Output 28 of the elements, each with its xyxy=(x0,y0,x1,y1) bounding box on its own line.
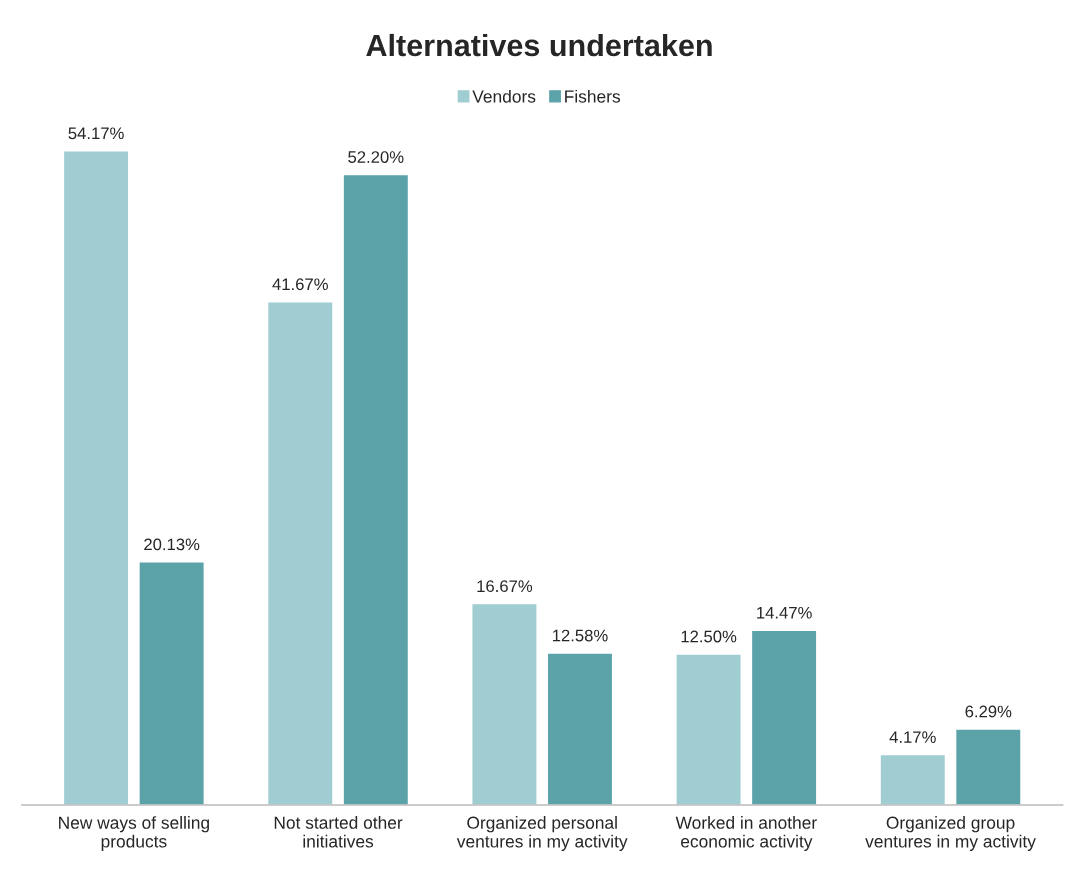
data-label: 41.67% xyxy=(272,278,328,291)
legend-label: Vendors xyxy=(472,89,536,103)
x-tick-label: Worked in another economic activity xyxy=(675,816,817,851)
data-label: 4.17% xyxy=(889,731,936,743)
x-tick-label: Not started other initiatives xyxy=(274,816,403,848)
bar xyxy=(750,629,818,805)
bar xyxy=(546,652,614,805)
bar xyxy=(879,753,947,805)
bar xyxy=(266,301,334,805)
bar xyxy=(342,173,410,805)
bar xyxy=(954,728,1022,805)
data-label: 14.47% xyxy=(757,606,812,619)
data-label: 16.67% xyxy=(477,580,533,593)
bar xyxy=(62,150,130,805)
x-tick-label: Organized personal ventures in my activity xyxy=(456,816,628,851)
chart-title: Alternatives undertaken xyxy=(366,33,712,57)
bar xyxy=(471,602,538,805)
x-tick-label: New ways of selling products xyxy=(59,816,209,851)
data-label: 52.20% xyxy=(348,151,404,163)
data-label: 12.50% xyxy=(681,630,737,643)
data-label: 20.13% xyxy=(144,538,200,551)
x-tick-label: Organized group ventures in my activity xyxy=(865,816,1036,851)
data-label: 12.58% xyxy=(552,629,608,642)
data-label: 54.17% xyxy=(68,127,124,140)
bar xyxy=(675,653,742,805)
data-label: 6.29% xyxy=(965,705,1012,718)
bar xyxy=(138,561,206,805)
legend-label: Fishers xyxy=(565,89,621,103)
